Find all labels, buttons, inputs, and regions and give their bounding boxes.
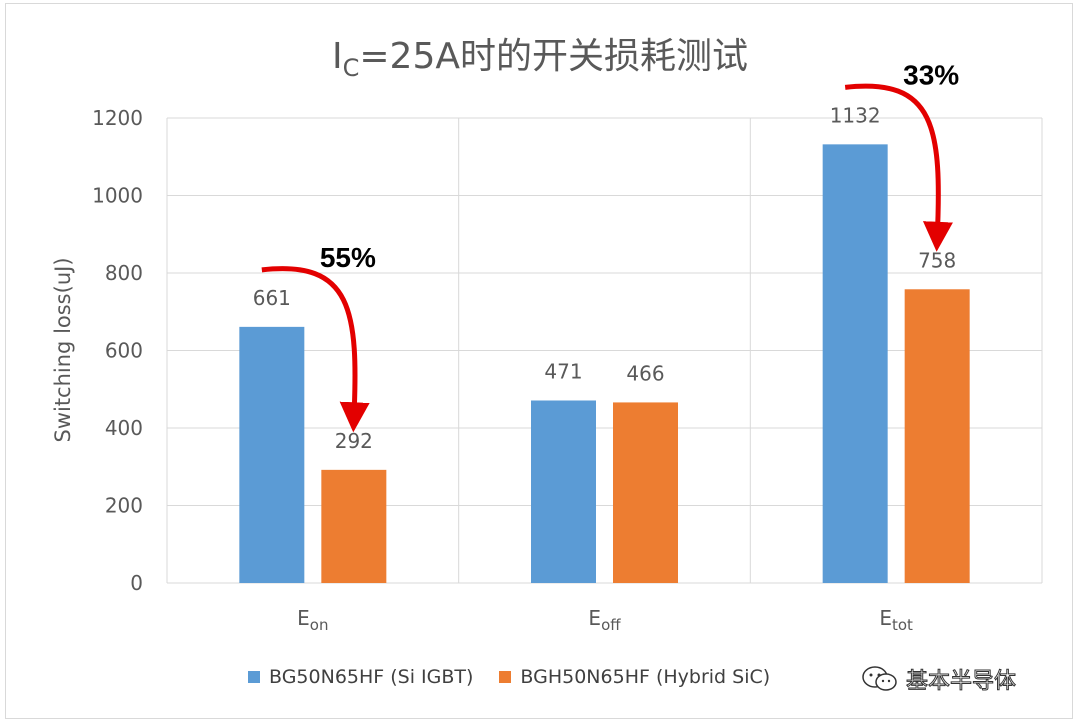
data-label-series1-tot: 758 <box>918 248 956 272</box>
bar-series1-on <box>321 469 387 583</box>
watermark-text: 基本半导体 <box>905 669 1017 695</box>
y-tick-label-2: 400 <box>105 416 143 440</box>
bar-series0-tot <box>822 144 888 583</box>
legend-item-hybrid-sic: BGH50N65HF (Hybrid SiC) <box>499 666 770 688</box>
x-tick-label-tot: Etot <box>879 606 913 634</box>
data-label-series0-on: 661 <box>253 286 291 310</box>
chart-title: IC=25A时的开关损耗测试 <box>332 36 748 82</box>
annotation-label-0: 55% <box>320 242 376 273</box>
y-tick-label-3: 600 <box>105 339 143 363</box>
bar-series1-off <box>613 402 678 583</box>
y-axis-ticks: 0 200 400 600 800 1000 1200 <box>92 106 143 595</box>
chart-title-main: I <box>332 36 343 77</box>
gridlines <box>166 117 1043 584</box>
legend-item-si-igbt: BG50N65HF (Si IGBT) <box>248 666 473 688</box>
bar-chart: IC=25A时的开关损耗测试 661 471 1132 292 466 758 0 200 4… <box>51 36 1043 634</box>
chart-title-sub: C <box>343 54 360 82</box>
y-tick-label-1: 200 <box>105 494 143 518</box>
legend-label-si-igbt: BG50N65HF (Si IGBT) <box>269 666 474 688</box>
y-tick-label-4: 800 <box>105 261 143 285</box>
y-tick-label-5: 1000 <box>92 184 143 208</box>
annotation-arrows: 55% 33% <box>261 59 959 433</box>
x-axis-ticks: Eon Eoff Etot <box>297 606 913 634</box>
annotation-arrow-0 <box>261 266 370 433</box>
data-label-series0-off: 471 <box>544 359 582 383</box>
watermark: 基本半导体 <box>860 664 1017 695</box>
annotation-arrow-1 <box>844 83 953 252</box>
bar-series1-tot <box>904 289 970 583</box>
y-tick-label-6: 1200 <box>92 106 143 130</box>
chart-title-rest: =25A时的开关损耗测试 <box>359 36 748 77</box>
y-tick-label-0: 0 <box>130 571 143 595</box>
x-tick-label-on: Eon <box>297 606 328 634</box>
y-axis-label: Switching loss(uJ) <box>51 257 75 442</box>
data-label-series1-off: 466 <box>626 361 664 385</box>
data-labels: 661 471 1132 292 466 758 <box>253 103 957 453</box>
legend-label-hybrid-sic: BGH50N65HF (Hybrid SiC) <box>520 666 771 688</box>
data-label-series0-tot: 1132 <box>830 103 881 127</box>
bar-series0-off <box>531 400 596 583</box>
legend: BG50N65HF (Si IGBT) BGH50N65HF (Hybrid S… <box>248 662 770 692</box>
data-label-series1-on: 292 <box>335 429 373 453</box>
annotation-label-1: 33% <box>903 59 959 90</box>
legend-swatch-hybrid-sic <box>499 671 512 683</box>
bar-series0-on <box>239 326 305 583</box>
wechat-icon <box>862 666 897 691</box>
x-tick-label-off: Eoff <box>588 606 621 634</box>
chart-frame <box>5 3 1073 719</box>
bars <box>239 144 970 583</box>
legend-swatch-si-igbt <box>248 671 260 683</box>
